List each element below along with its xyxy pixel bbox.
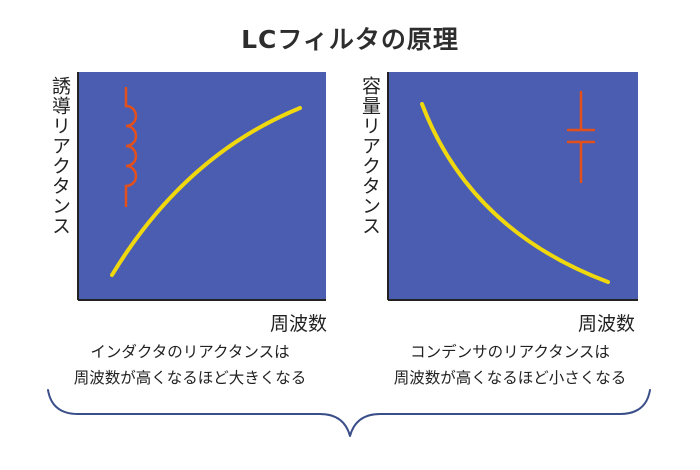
inductor-caption: インダクタのリアクタンスは 周波数が高くなるほど大きくなる	[30, 339, 350, 391]
inductor-caption-line-1: インダクタのリアクタンスは	[90, 343, 290, 361]
inductor-panel: 誘導リアクタンス 周波数 インダクタのリアクタンスは 周波数が高くなるほど大きく…	[30, 72, 350, 391]
inductor-x-axis-label: 周波数	[270, 313, 328, 335]
inductor-plot	[77, 72, 326, 301]
diagram-title: LCフィルタの原理	[241, 25, 459, 54]
capacitor-y-axis-label: 容量リアクタンス	[359, 76, 381, 236]
inductor-reactance-curve	[110, 106, 302, 277]
capacitor-caption-line-2: 周波数が高くなるほど小さくなる	[393, 369, 627, 387]
brace-shape	[47, 389, 651, 437]
capacitor-reactance-curve	[420, 102, 610, 284]
capacitor-x-axis-label: 周波数	[578, 313, 636, 335]
capacitor-caption-line-1: コンデンサのリアクタンスは	[410, 343, 610, 361]
capacitor-plot	[387, 72, 638, 301]
inductor-caption-line-2: 周波数が高くなるほど大きくなる	[73, 369, 307, 387]
inductor-icon	[124, 86, 138, 208]
inductor-y-axis-label: 誘導リアクタンス	[49, 76, 71, 236]
capacitor-panel: 容量リアクタンス 周波数 コンデンサのリアクタンスは 周波数が高くなるほど小さく…	[350, 0, 700, 470]
capacitor-plot-area	[388, 72, 638, 300]
capacitor-caption: コンデンサのリアクタンスは 周波数が高くなるほど小さくなる	[350, 339, 670, 391]
capacitor-icon	[566, 90, 596, 184]
